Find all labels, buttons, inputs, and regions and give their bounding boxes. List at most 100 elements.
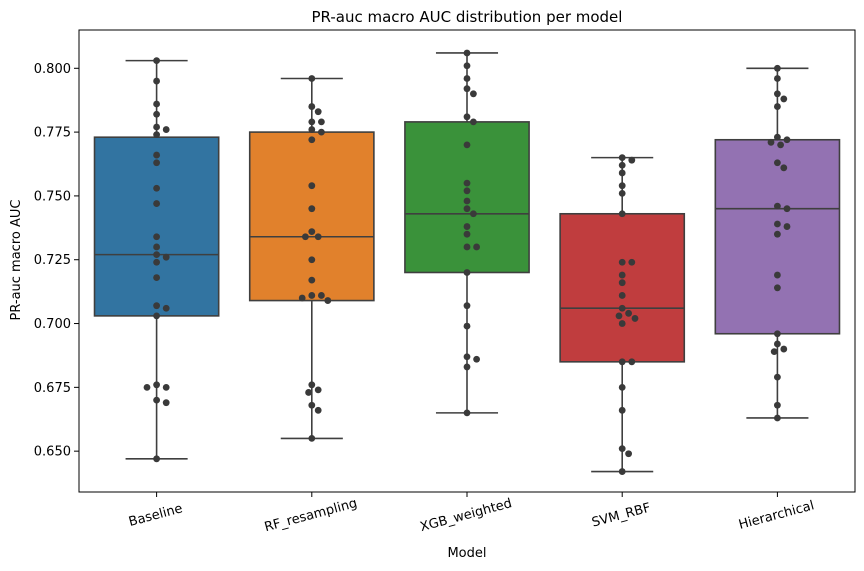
data-point: [473, 355, 480, 363]
data-point: [153, 159, 161, 167]
data-point: [625, 450, 632, 458]
data-point: [308, 118, 316, 126]
data-point: [308, 205, 316, 213]
data-point: [767, 138, 775, 146]
data-point: [783, 136, 791, 144]
data-point: [774, 284, 781, 292]
data-point: [463, 269, 471, 276]
data-point: [302, 233, 309, 241]
box-RF_resampling: [248, 131, 375, 302]
data-point: [308, 228, 316, 236]
data-point: [308, 381, 316, 389]
data-point: [470, 118, 477, 126]
data-point: [774, 220, 781, 228]
data-point: [162, 399, 170, 407]
data-point: [631, 315, 639, 322]
data-point: [153, 455, 161, 463]
data-point: [314, 406, 322, 414]
data-point: [314, 386, 322, 394]
data-point: [618, 406, 626, 414]
data-point: [618, 358, 626, 366]
box-Baseline: [93, 136, 220, 317]
data-point: [618, 210, 626, 218]
data-point: [628, 258, 636, 266]
y-tick-label: 0.650: [34, 445, 71, 460]
data-point: [153, 243, 161, 251]
data-point: [774, 414, 781, 422]
data-point: [463, 187, 471, 195]
data-point: [774, 373, 781, 381]
data-point: [618, 271, 626, 279]
data-point: [308, 126, 316, 133]
data-point: [618, 182, 626, 190]
data-point: [777, 141, 784, 149]
data-point: [308, 136, 316, 144]
plot-frame: [78, 29, 856, 493]
data-point: [618, 383, 626, 391]
data-point: [463, 85, 471, 93]
data-point: [628, 358, 636, 366]
data-point: [774, 75, 781, 82]
data-point: [473, 243, 480, 251]
box-SVM_RBF: [559, 212, 686, 363]
data-point: [774, 202, 781, 210]
data-point: [153, 302, 161, 310]
data-point: [298, 294, 306, 302]
data-point: [153, 57, 161, 65]
data-point: [153, 312, 161, 320]
data-point: [618, 154, 626, 162]
data-point: [618, 161, 626, 169]
data-point: [308, 75, 316, 82]
chart-title: PR-auc macro AUC distribution per model: [312, 8, 623, 26]
data-point: [153, 251, 161, 259]
data-point: [308, 434, 316, 442]
data-point: [774, 90, 781, 98]
data-point: [463, 179, 471, 187]
data-point: [308, 276, 316, 284]
data-point: [153, 396, 161, 404]
y-tick-label: 0.750: [34, 189, 71, 204]
data-point: [153, 123, 161, 131]
data-point: [618, 320, 626, 327]
data-point: [618, 189, 626, 197]
data-point: [153, 200, 161, 207]
data-point: [774, 330, 781, 338]
data-point: [615, 312, 623, 320]
data-point: [774, 159, 781, 167]
data-point: [308, 292, 316, 299]
x-axis-title: Model: [447, 546, 486, 561]
data-point: [314, 233, 322, 241]
data-point: [780, 345, 788, 353]
data-point: [625, 309, 632, 317]
y-tick-label: 0.725: [34, 253, 71, 268]
data-point: [618, 304, 626, 312]
data-point: [774, 230, 781, 238]
data-point: [308, 103, 316, 110]
data-point: [618, 445, 626, 453]
data-point: [463, 75, 471, 82]
data-point: [153, 110, 161, 118]
data-point: [463, 302, 471, 310]
data-point: [770, 348, 778, 356]
data-point: [162, 126, 170, 133]
data-point: [153, 131, 161, 139]
data-point: [305, 389, 312, 396]
data-point: [463, 223, 471, 230]
data-point: [463, 363, 471, 371]
data-point: [470, 90, 477, 98]
data-point: [463, 62, 471, 70]
data-point: [618, 258, 626, 266]
data-point: [153, 274, 161, 281]
y-tick-label: 0.675: [34, 381, 71, 396]
data-point: [463, 113, 471, 121]
data-point: [153, 233, 161, 241]
data-point: [463, 205, 471, 213]
data-point: [618, 169, 626, 177]
data-point: [318, 118, 325, 126]
data-point: [463, 141, 471, 149]
data-point: [470, 210, 477, 218]
y-tick-label: 0.700: [34, 317, 71, 332]
data-point: [463, 197, 471, 205]
data-point: [463, 409, 471, 417]
data-point: [153, 151, 161, 159]
